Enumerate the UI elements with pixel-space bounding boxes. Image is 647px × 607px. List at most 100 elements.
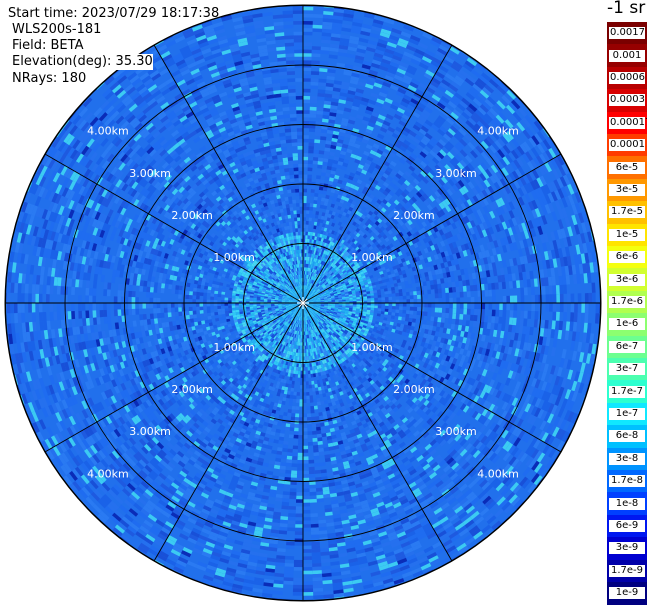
range-gate-cell: [306, 349, 309, 353]
range-gate-cell: [304, 270, 306, 275]
range-gate-cell: [245, 304, 250, 307]
range-gate-cell: [199, 303, 204, 307]
range-gate-cell: [307, 235, 311, 240]
range-gate-cell: [286, 390, 291, 395]
range-gate-cell: [412, 314, 417, 319]
range-gate-cell: [398, 313, 403, 317]
range-gate-cell: [288, 200, 293, 204]
range-gate-cell: [306, 395, 310, 400]
beta-scan-disc: [5, 5, 601, 601]
range-gate-cell: [392, 303, 396, 307]
range-gate-cell: [408, 317, 413, 323]
range-gate-cell: [384, 297, 389, 301]
range-gate-cell: [305, 224, 309, 229]
range-gate-cell: [402, 295, 407, 300]
range-gate-cell: [214, 293, 218, 297]
range-gate-cell: [392, 306, 396, 310]
range-gate-cell: [200, 288, 204, 293]
range-gate-cell: [256, 299, 261, 302]
range-gate-cell: [214, 312, 219, 316]
range-gate-cell: [192, 287, 197, 292]
range-gate-cell: [253, 299, 257, 302]
range-gate-cell: [298, 242, 301, 246]
range-gate-cell: [299, 302, 303, 303]
range-gate-cell: [295, 356, 298, 360]
range-gate-cell: [231, 295, 236, 299]
range-gate-cell: [221, 291, 226, 295]
range-gate-cell: [192, 306, 197, 311]
range-gate-cell: [306, 388, 310, 393]
range-gate-cell: [217, 311, 222, 315]
range-gate-cell: [309, 391, 313, 396]
range-gate-cell: [306, 300, 310, 302]
range-gate-cell: [304, 345, 307, 350]
range-gate-cell: [308, 224, 312, 229]
range-gate-cell: [203, 299, 207, 303]
range-gate-cell: [270, 304, 275, 306]
range-gate-cell: [309, 214, 313, 218]
range-gate-cell: [388, 303, 393, 307]
range-gate-cell: [377, 292, 382, 296]
range-gate-cell: [300, 338, 302, 343]
range-gate-cell: [192, 314, 197, 319]
range-gate-cell: [303, 296, 305, 300]
range-gate-cell: [384, 291, 389, 295]
range-gate-cell: [300, 270, 302, 275]
range-gate-cell: [291, 409, 296, 414]
range-gate-cell: [316, 401, 321, 406]
range-gate-cell: [297, 356, 300, 360]
range-gate-cell: [349, 299, 353, 302]
range-gate-cell: [232, 310, 236, 313]
range-gate-cell: [304, 296, 306, 300]
range-gate-cell: [298, 370, 301, 375]
range-gate-cell: [370, 307, 375, 311]
range-gate-cell: [395, 292, 400, 297]
range-gate-cell: [199, 310, 204, 314]
range-gate-cell: [218, 288, 223, 292]
range-gate-cell: [213, 303, 218, 307]
range-gate-cell: [304, 263, 306, 268]
range-gate-cell: [305, 370, 308, 375]
range-gate-cell: [307, 366, 311, 371]
range-gate-cell: [306, 203, 310, 207]
range-gate-cell: [238, 298, 243, 301]
range-gate-cell: [407, 321, 412, 326]
range-gate-cell: [299, 203, 303, 207]
range-gate-cell: [384, 308, 389, 312]
range-gate-cell: [300, 263, 302, 268]
range-gate-cell: [315, 211, 320, 216]
range-gate-cell: [398, 289, 403, 293]
range-gate-cell: [245, 299, 250, 302]
range-gate-cell: [298, 367, 301, 371]
range-gate-cell: [413, 295, 418, 300]
range-gate-cell: [242, 298, 246, 301]
range-gate-cell: [224, 297, 229, 301]
range-gate-cell: [207, 286, 212, 291]
range-gate-cell: [366, 295, 371, 299]
range-gate-cell: [296, 210, 300, 214]
range-gate-cell: [290, 210, 294, 215]
range-gate-cell: [299, 399, 303, 403]
range-gate-cell: [373, 292, 378, 296]
range-gate-cell: [306, 301, 310, 303]
range-gate-cell: [201, 320, 206, 325]
range-gate-cell: [309, 398, 314, 403]
range-gate-cell: [303, 203, 307, 207]
range-gate-cell: [304, 352, 307, 357]
range-gate-cell: [297, 374, 301, 378]
range-gate-cell: [305, 363, 308, 368]
range-gate-cell: [303, 395, 307, 400]
range-gate-cell: [246, 308, 250, 311]
range-gate-cell: [381, 305, 386, 309]
range-gate-cell: [296, 213, 300, 218]
range-gate-cell: [304, 331, 306, 336]
range-gate-cell: [297, 224, 301, 229]
range-gate-cell: [299, 392, 303, 396]
range-gate-cell: [208, 319, 213, 323]
range-gate-cell: [210, 312, 215, 316]
range-gate-cell: [310, 370, 313, 374]
range-gate-cell: [291, 413, 296, 417]
range-gate-cell: [288, 196, 293, 201]
range-gate-cell: [306, 301, 310, 303]
range-gate-cell: [228, 305, 232, 309]
